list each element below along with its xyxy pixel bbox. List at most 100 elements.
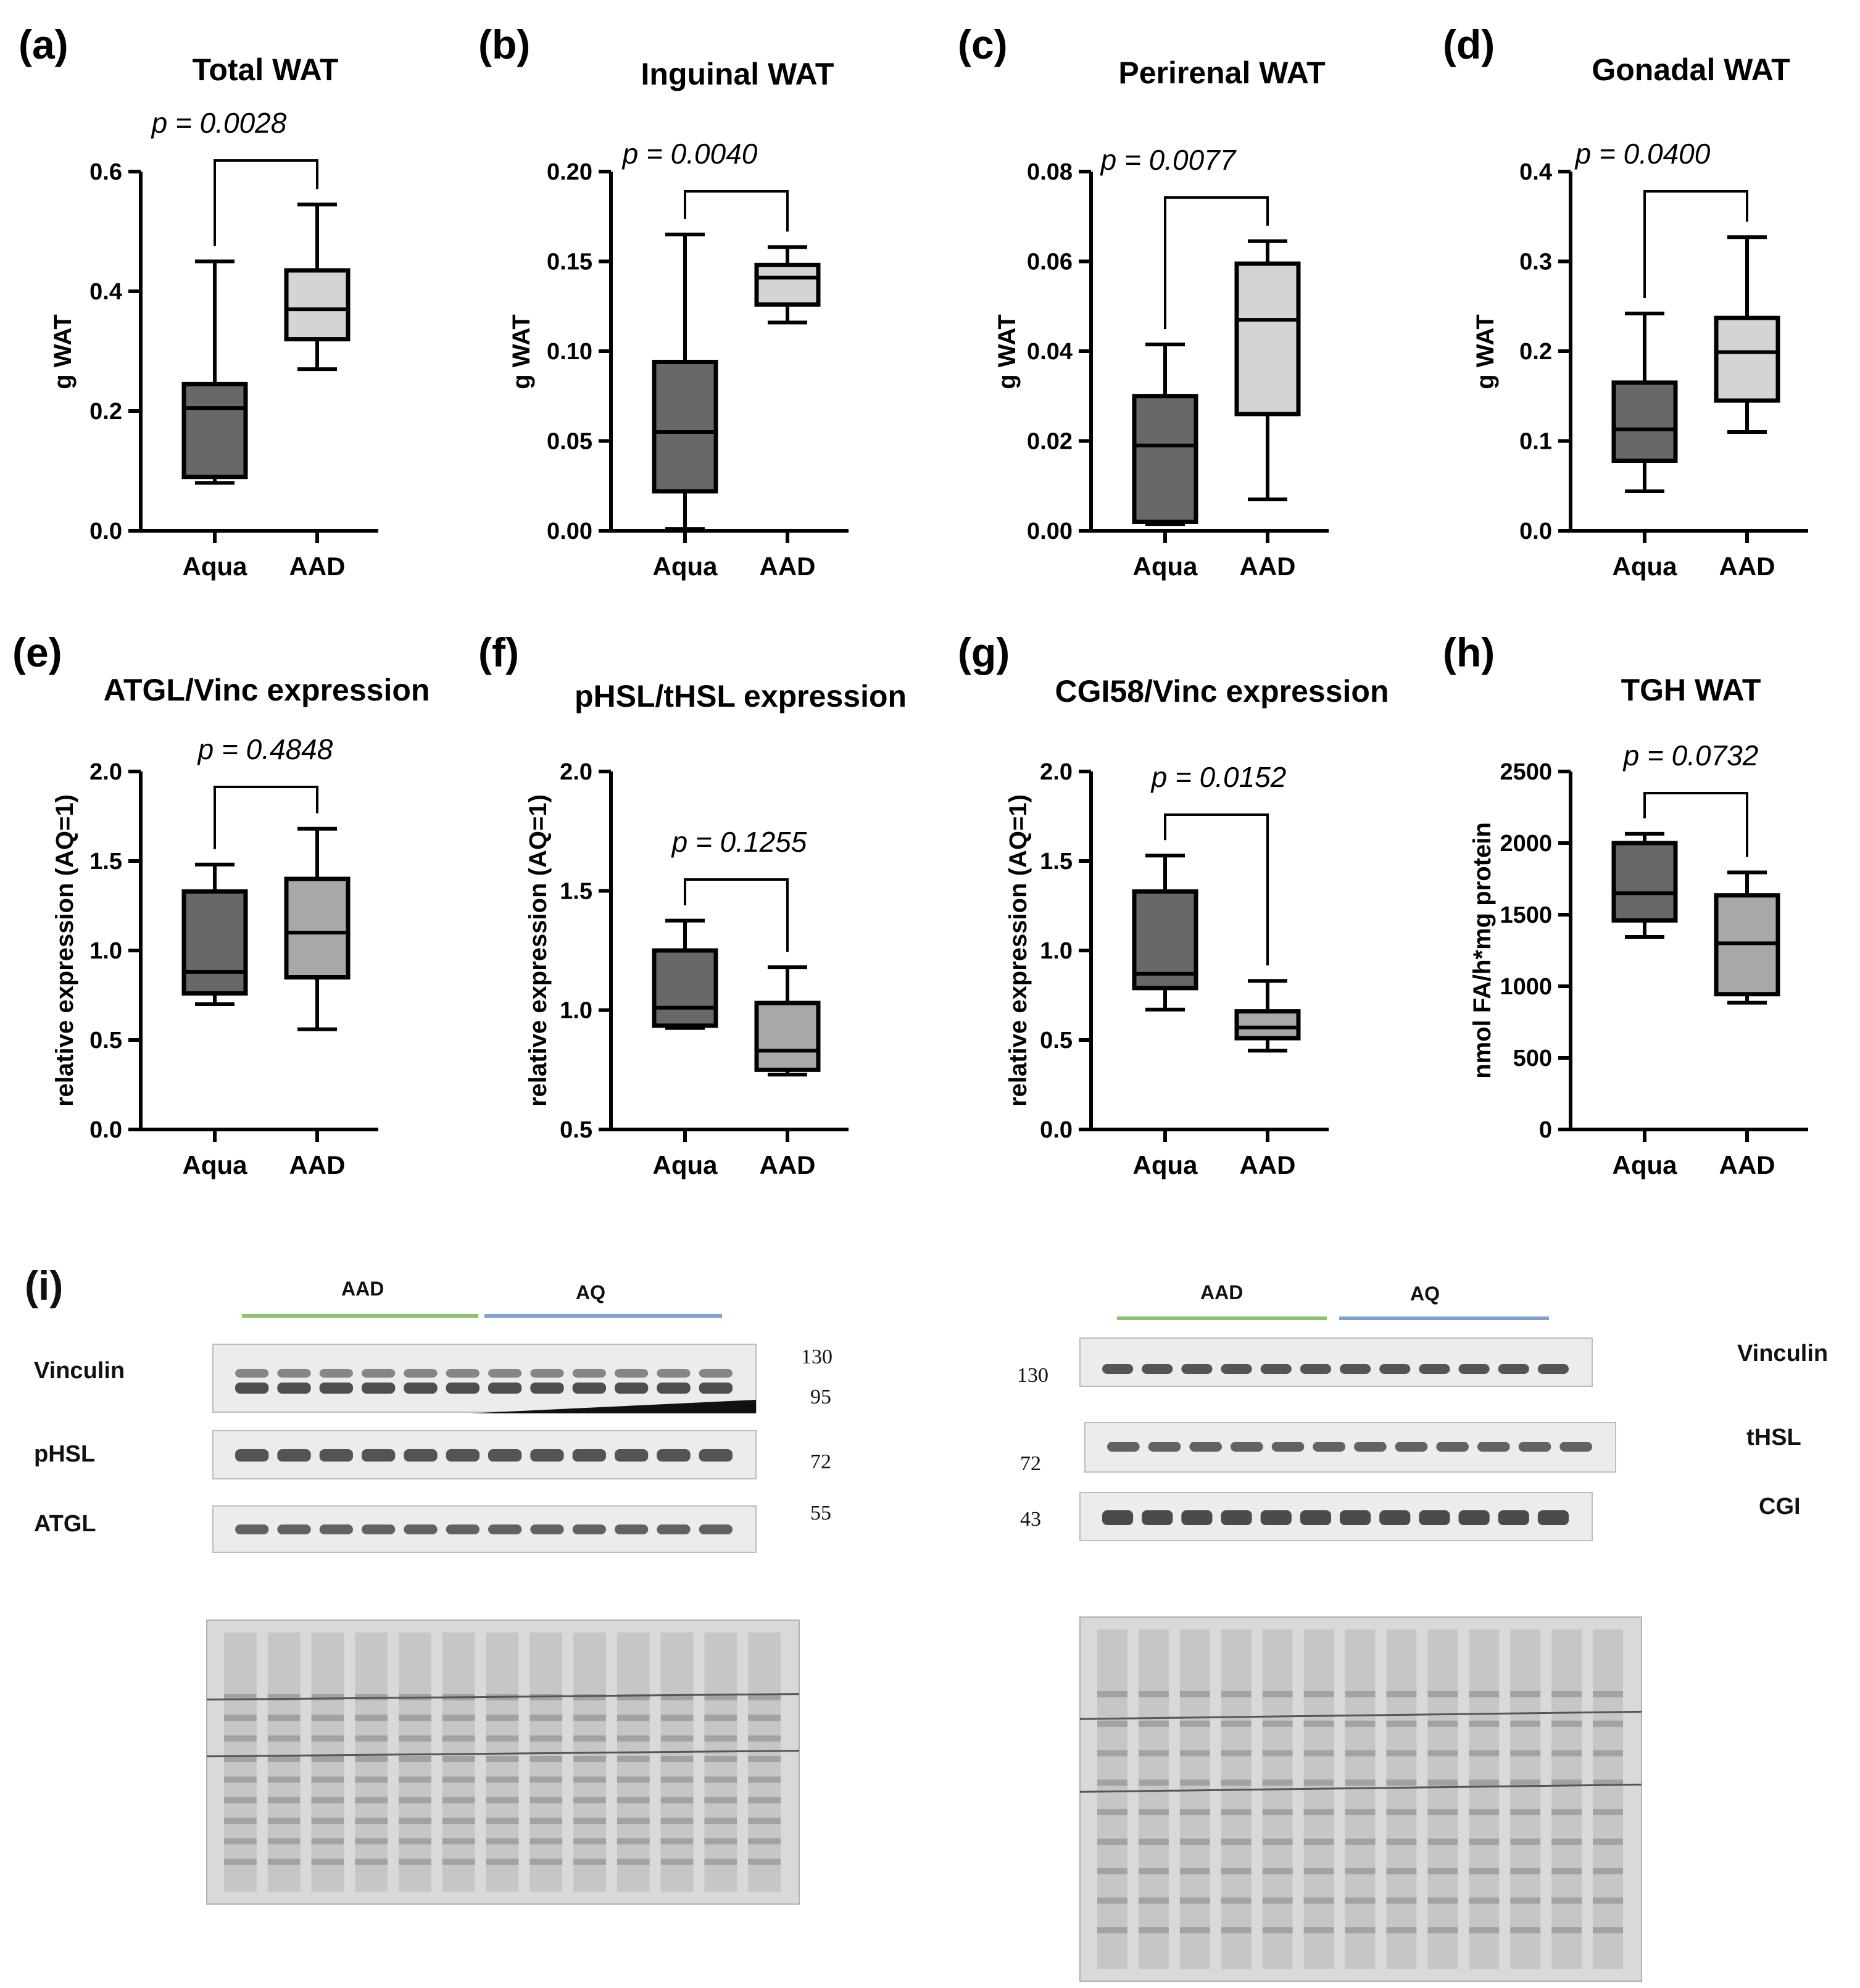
left-blot-phsl	[212, 1430, 757, 1479]
y-tick-label: 0.2	[1519, 339, 1552, 365]
blot-band	[1142, 1364, 1173, 1374]
membrane-band	[1179, 1868, 1210, 1874]
membrane-band	[1221, 1720, 1252, 1727]
membrane-band	[267, 1776, 301, 1783]
membrane-band	[1386, 1868, 1417, 1874]
blot-band	[1260, 1364, 1292, 1374]
membrane-band	[1138, 1927, 1169, 1934]
x-tick-label: Aqua	[183, 1150, 248, 1179]
x-tick-label: Aqua	[1613, 552, 1678, 581]
box-aqua	[652, 948, 718, 1028]
membrane-band	[1303, 1750, 1334, 1757]
chart-title: ATGL/Vinc expression	[104, 673, 430, 707]
membrane-band	[1386, 1691, 1417, 1697]
blot-band	[319, 1383, 353, 1394]
membrane-band	[1262, 1927, 1293, 1934]
membrane-lane	[1179, 1629, 1210, 1969]
membrane-band	[224, 1797, 257, 1803]
membrane-band	[224, 1756, 257, 1762]
blot-band	[277, 1449, 311, 1462]
blot-strip-background	[212, 1344, 757, 1413]
left-marker-95: 95	[810, 1386, 831, 1408]
membrane-band	[748, 1715, 781, 1721]
blot-band	[572, 1383, 606, 1394]
blot-band	[1436, 1442, 1469, 1452]
x-tick-label: Aqua	[183, 552, 248, 581]
y-tick-label: 2.0	[89, 759, 122, 785]
membrane-band	[1593, 1927, 1623, 1934]
membrane-band	[442, 1776, 475, 1783]
chart-panel-2: (b) Inguinal WAT g WAT 0.00 0.05 0.10 0.15 0.20…	[478, 22, 849, 581]
p-value-label: p = 0.0732	[1622, 739, 1759, 771]
membrane-band	[1097, 1838, 1127, 1845]
y-tick-label: 0.15	[547, 249, 592, 275]
membrane-band	[529, 1858, 563, 1865]
membrane-band	[1262, 1868, 1293, 1874]
membrane-band	[1469, 1809, 1500, 1816]
membrane-band	[573, 1735, 606, 1742]
y-tick-label: 0.3	[1519, 249, 1552, 275]
membrane-band	[1469, 1720, 1500, 1727]
membrane-band	[1510, 1838, 1541, 1845]
y-tick-label: 0	[1539, 1117, 1552, 1143]
chart-title: Perirenal WAT	[1118, 56, 1325, 90]
y-tick-label: 1.0	[560, 998, 592, 1024]
membrane-lane	[1262, 1629, 1293, 1969]
blot-band-upper	[657, 1369, 691, 1378]
blot-band-upper	[404, 1369, 438, 1378]
box-aad	[754, 262, 821, 307]
membrane-band	[1138, 1897, 1169, 1904]
chart-panel-1: (a) Total WAT g WAT 0.0 0.2 0.4 0.6 Aqua AAD p = …	[19, 22, 378, 581]
blot-band	[1419, 1510, 1450, 1525]
y-tick-label: 500	[1513, 1046, 1552, 1071]
y-tick-label: 0.08	[1027, 159, 1073, 185]
left-total-protein-membrane	[206, 1620, 800, 1905]
p-value-label: p = 0.0077	[1100, 144, 1237, 176]
blot-band	[1458, 1510, 1490, 1525]
membrane-band	[1427, 1691, 1458, 1697]
membrane-band	[529, 1756, 563, 1762]
left-blot-atgl	[212, 1505, 757, 1553]
blot-band	[1395, 1442, 1428, 1452]
blot-band	[488, 1524, 522, 1534]
panel-i-label: (i)	[25, 1263, 64, 1308]
blot-band	[1379, 1364, 1411, 1374]
panel-label: (c)	[958, 22, 1008, 67]
membrane-band	[1510, 1927, 1541, 1934]
membrane-band	[1510, 1750, 1541, 1757]
panel-label: (d)	[1443, 22, 1495, 67]
x-tick-label: AAD	[1719, 1150, 1775, 1179]
membrane-band	[660, 1838, 694, 1845]
membrane-band	[399, 1797, 431, 1803]
blot-band	[530, 1449, 564, 1462]
y-axis-label: relative expression (AQ=1)	[51, 794, 78, 1107]
membrane-band	[660, 1694, 694, 1700]
membrane-band	[1427, 1927, 1458, 1934]
membrane-band	[399, 1735, 431, 1742]
membrane-band	[1221, 1838, 1252, 1845]
membrane-lane	[1386, 1629, 1417, 1969]
membrane-band	[529, 1715, 563, 1721]
blot-band	[277, 1383, 311, 1394]
membrane-band	[573, 1694, 606, 1700]
y-tick-label: 0.0	[89, 1117, 122, 1143]
membrane-band	[267, 1858, 301, 1865]
left-marker-130: 130	[801, 1345, 832, 1368]
box-aqua	[1611, 841, 1678, 923]
y-tick-label: 1000	[1500, 974, 1552, 1000]
membrane-band	[1551, 1927, 1582, 1934]
membrane-band	[1097, 1750, 1127, 1757]
y-tick-label: 0.6	[89, 159, 122, 185]
p-value-label: p = 0.4848	[197, 733, 333, 765]
membrane-band	[1469, 1868, 1500, 1874]
membrane-band	[1262, 1897, 1293, 1904]
right-group-label-aq: AQ	[1410, 1283, 1440, 1305]
membrane-band	[1386, 1809, 1417, 1816]
membrane-band	[1221, 1927, 1252, 1934]
x-tick-label: Aqua	[1613, 1150, 1678, 1179]
membrane-band	[617, 1818, 650, 1824]
membrane-band	[573, 1858, 606, 1865]
membrane-band	[1303, 1897, 1334, 1904]
membrane-lane	[1551, 1629, 1582, 1969]
